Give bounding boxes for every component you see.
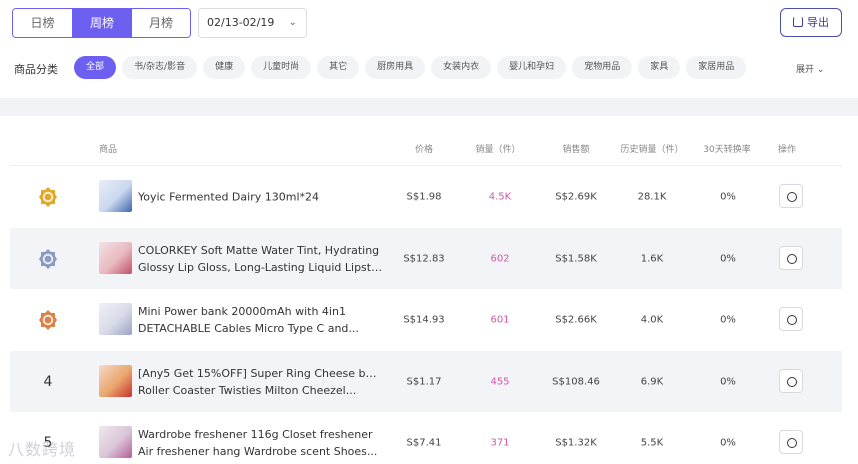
category-pill[interactable]: 书/杂志/影音 <box>122 56 198 79</box>
product-name[interactable]: Wardrobe freshener 116g Closet freshener… <box>138 426 383 460</box>
sales-value: 371 <box>490 437 510 448</box>
product-name-line1: [Any5 Get 15%OFF] Super Ring Cheese ball… <box>138 366 383 380</box>
product-name-line1: COLORKEY Soft Matte Water Tint, Hydratin… <box>138 243 380 257</box>
rank-number: 5 <box>43 434 53 451</box>
sales-value: 4.5K <box>488 191 512 202</box>
column-header-product: 商品 <box>99 145 118 155</box>
price-value: S$14.93 <box>403 314 445 325</box>
column-header-sales: 销量（件） <box>475 145 521 155</box>
revenue-value: S$108.46 <box>552 376 600 387</box>
export-icon <box>793 17 803 27</box>
table-header: 商品 价格 销量（件） 销售额 历史销量（件） 30天转换率 操作 <box>10 116 842 166</box>
history-sales-value: 5.5K <box>640 437 664 448</box>
product-name[interactable]: [Any5 Get 15%OFF] Super Ring Cheese ball… <box>138 365 383 399</box>
product-thumbnail[interactable] <box>99 242 132 274</box>
product-name-line2: DETACHABLE Cables Micro Type C and... <box>138 321 359 335</box>
category-pill[interactable]: 宠物用品 <box>572 56 633 79</box>
product-name-line2: Roller Coaster Twisties Milton Cheezel..… <box>138 383 357 397</box>
silver-medal-icon <box>38 248 58 270</box>
column-header-history-sales: 历史销量（件） <box>620 145 684 155</box>
category-pill[interactable]: 家具 <box>638 56 681 79</box>
expand-label: 展开 <box>796 65 815 75</box>
watermark: 八数跨境 <box>8 440 77 459</box>
column-header-action: 操作 <box>778 145 797 155</box>
category-pill[interactable]: 儿童时尚 <box>251 56 312 79</box>
category-pill[interactable]: 其它 <box>317 56 360 79</box>
conversion-value: 0% <box>720 376 736 387</box>
tab-daily[interactable]: 日榜 <box>13 9 72 37</box>
sales-value: 455 <box>490 376 510 387</box>
table-row: 4 [Any5 Get 15%OFF] Super Ring Cheese bal… <box>10 351 842 412</box>
date-range-select[interactable]: 02/13-02/19 ⌄ <box>198 8 307 38</box>
conversion-value: 0% <box>720 191 736 202</box>
category-pill[interactable]: 健康 <box>203 56 246 79</box>
product-name-line1: Wardrobe freshener 116g Closet freshener <box>138 427 373 441</box>
product-thumbnail[interactable] <box>99 365 132 397</box>
category-label: 商品分类 <box>14 63 58 76</box>
conversion-value: 0% <box>720 437 736 448</box>
history-sales-value: 6.9K <box>640 376 664 387</box>
tab-monthly[interactable]: 月榜 <box>131 9 190 37</box>
chevron-down-icon: ⌄ <box>816 65 825 75</box>
date-range-value: 02/13-02/19 <box>207 16 275 29</box>
tab-weekly[interactable]: 周榜 <box>72 9 131 37</box>
category-pill[interactable]: 家居用品 <box>686 56 747 79</box>
conversion-value: 0% <box>720 253 736 264</box>
bronze-medal-icon <box>38 309 58 331</box>
product-name-line2: Glossy Lip Gloss, Long-Lasting Liquid Li… <box>138 260 383 274</box>
gold-medal-icon <box>38 186 58 208</box>
export-label: 导出 <box>807 16 829 29</box>
table-row: 5 Wardrobe freshener 116g Closet freshene… <box>10 412 842 464</box>
product-thumbnail[interactable] <box>99 180 132 212</box>
chevron-down-icon: ⌄ <box>288 17 297 28</box>
table-row: Mini Power bank 20000mAh with 4in1 DETACH… <box>10 289 842 350</box>
toolbar: 日榜 周榜 月榜 02/13-02/19 ⌄ 导出 商品分类 全部 书/杂志/影… <box>0 0 858 98</box>
history-sales-value: 28.1K <box>637 191 667 202</box>
price-value: S$1.17 <box>406 376 442 387</box>
product-name[interactable]: Yoyic Fermented Dairy 130ml*24 <box>138 188 383 205</box>
price-value: S$12.83 <box>403 253 445 264</box>
table-row: COLORKEY Soft Matte Water Tint, Hydratin… <box>10 228 842 289</box>
expand-categories-button[interactable]: 展开 ⌄ <box>796 62 824 75</box>
sales-value: 602 <box>490 253 510 264</box>
history-sales-value: 1.6K <box>640 253 664 264</box>
category-pill-all[interactable]: 全部 <box>74 56 117 79</box>
category-pill[interactable]: 婴儿和孕妇 <box>497 56 567 79</box>
revenue-value: S$1.32K <box>555 437 597 448</box>
view-detail-button[interactable] <box>779 430 803 454</box>
export-button[interactable]: 导出 <box>780 8 842 37</box>
price-value: S$1.98 <box>406 191 442 202</box>
product-thumbnail[interactable] <box>99 426 132 458</box>
ranking-table: 商品 价格 销量（件） 销售额 历史销量（件） 30天转换率 操作 Yoyic … <box>0 116 858 464</box>
product-name[interactable]: COLORKEY Soft Matte Water Tint, Hydratin… <box>138 242 383 276</box>
category-filter: 全部 书/杂志/影音 健康 儿童时尚 其它 厨房用具 女装内衣 婴儿和孕妇 宠物… <box>74 56 747 79</box>
ranking-period-tabs: 日榜 周榜 月榜 <box>12 8 191 38</box>
view-detail-button[interactable] <box>779 307 803 331</box>
revenue-value: S$1.58K <box>555 253 597 264</box>
product-name[interactable]: Mini Power bank 20000mAh with 4in1 DETACH… <box>138 303 383 337</box>
rank-number: 4 <box>43 373 53 390</box>
category-pill[interactable]: 厨房用具 <box>365 56 426 79</box>
column-header-revenue: 销售额 <box>562 145 590 155</box>
product-thumbnail[interactable] <box>99 303 132 335</box>
history-sales-value: 4.0K <box>640 314 664 325</box>
view-detail-button[interactable] <box>779 246 803 270</box>
conversion-value: 0% <box>720 314 736 325</box>
sales-value: 601 <box>490 314 510 325</box>
product-name-line2: Air freshener hang Wardrobe scent Shoes.… <box>138 444 378 458</box>
column-header-conversion: 30天转换率 <box>703 145 751 155</box>
product-name-line1: Yoyic Fermented Dairy 130ml*24 <box>138 190 319 203</box>
product-name-line1: Mini Power bank 20000mAh with 4in1 <box>138 304 346 318</box>
column-header-price: 价格 <box>414 145 434 155</box>
view-detail-button[interactable] <box>779 184 803 208</box>
view-detail-button[interactable] <box>779 369 803 393</box>
revenue-value: S$2.69K <box>555 191 597 202</box>
revenue-value: S$2.66K <box>555 314 597 325</box>
category-pill[interactable]: 女装内衣 <box>431 56 492 79</box>
price-value: S$7.41 <box>406 437 442 448</box>
table-row: Yoyic Fermented Dairy 130ml*24 S$1.98 4.5K… <box>10 166 842 227</box>
